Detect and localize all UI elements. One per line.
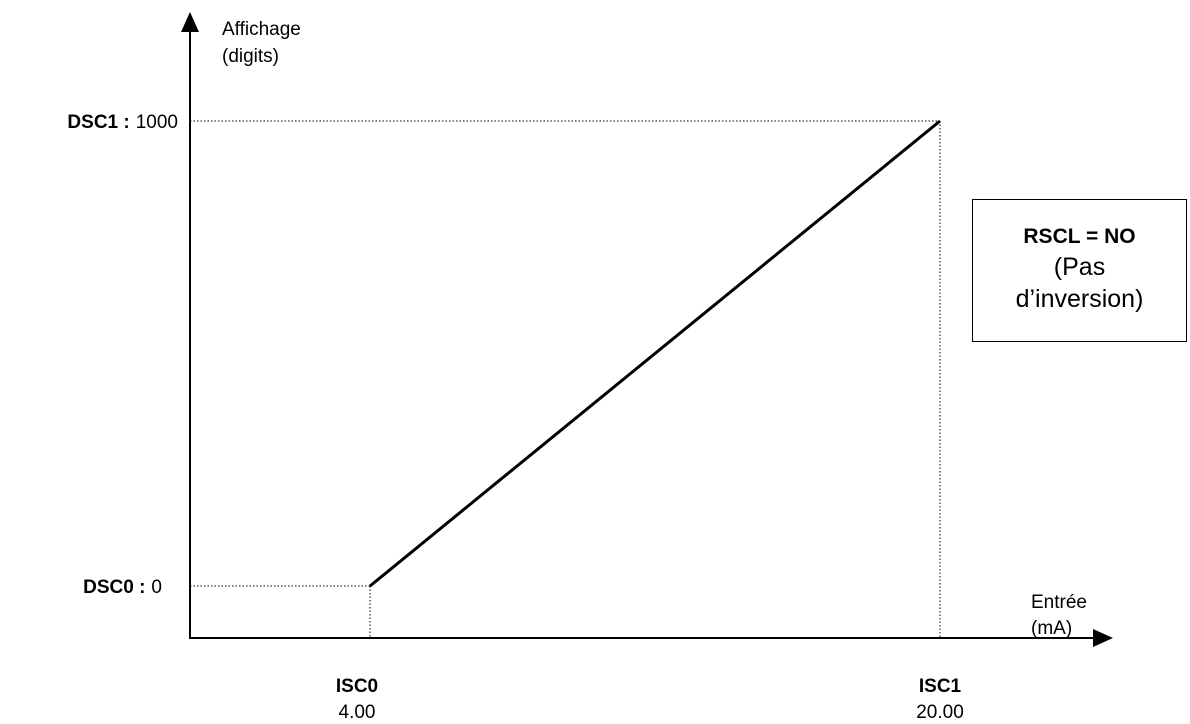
dsc1-name: DSC1 : xyxy=(67,112,129,133)
x-axis-arrow xyxy=(1093,629,1113,647)
dsc0-label: DSC0 : 0 xyxy=(83,577,162,598)
y-axis-arrow xyxy=(181,12,199,32)
isc1-value: 20.00 xyxy=(916,702,964,723)
x-axis-label-line2: (mA) xyxy=(1031,618,1072,639)
dsc0-value: 0 xyxy=(151,577,162,598)
isc0-value: 4.00 xyxy=(339,702,376,723)
y-axis-label-line1: Affichage xyxy=(222,19,301,40)
mode-box-note-line1: (Pas xyxy=(1053,253,1106,281)
isc1-name: ISC1 xyxy=(919,676,962,697)
isc0-name: ISC0 xyxy=(336,676,378,697)
dsc0-name: DSC0 : xyxy=(83,577,145,598)
dsc1-value: 1000 xyxy=(136,112,178,133)
y-axis-label-line2: (digits) xyxy=(222,46,279,67)
mode-box: RSCL = NO (Pas d’inversion) xyxy=(972,199,1187,342)
transfer-line xyxy=(369,119,941,588)
mode-box-title: RSCL = NO xyxy=(1023,225,1136,248)
x-axis-label-line1: Entrée xyxy=(1031,592,1087,613)
mode-box-note-line2: d’inversion) xyxy=(1015,285,1144,313)
dsc1-label: DSC1 : 1000 xyxy=(67,112,178,133)
